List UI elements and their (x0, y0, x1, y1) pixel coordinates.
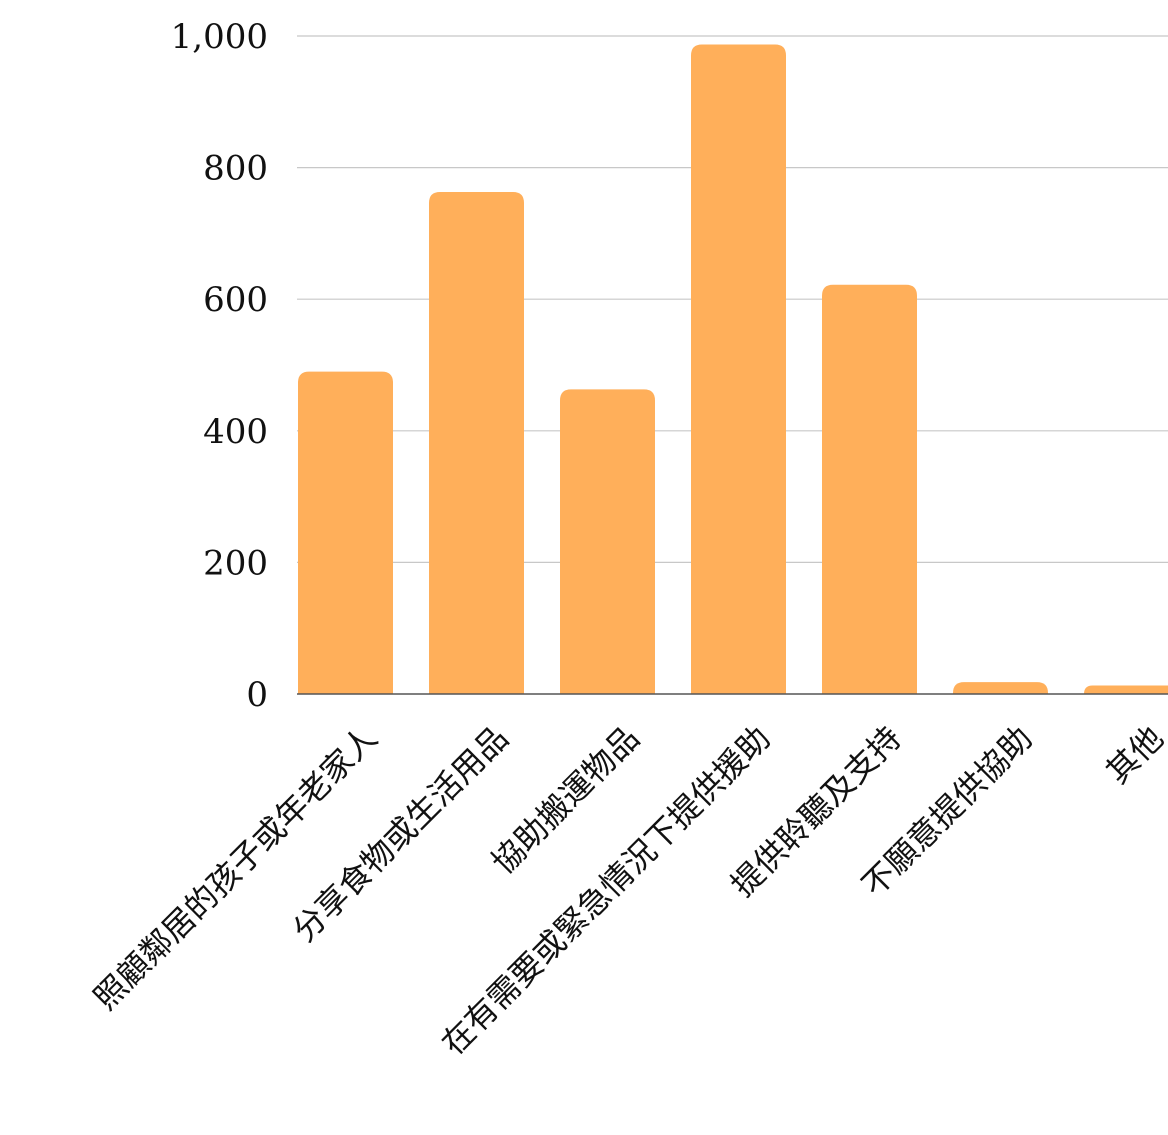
y-tick-label: 200 (203, 543, 268, 583)
bar (822, 284, 917, 694)
bar (560, 389, 655, 694)
y-tick-label: 800 (203, 149, 268, 189)
bar (429, 191, 524, 695)
x-tick-label: 其他 (1099, 719, 1168, 791)
bar (298, 371, 393, 694)
y-tick-label: 0 (246, 675, 268, 715)
y-tick-label: 600 (203, 280, 268, 320)
y-tick-label: 400 (203, 412, 268, 452)
y-tick-label: 1,000 (171, 17, 268, 57)
x-tick-label: 分享食物或生活用品 (285, 719, 516, 950)
bar (691, 44, 786, 694)
bar (953, 682, 1048, 694)
y-axis-tick-labels: 0 200 400 600 800 1,000 (171, 17, 268, 715)
bars (298, 44, 1168, 695)
bar (1084, 685, 1168, 694)
x-axis-tick-labels: 照顧鄰居的孩子或年老家人分享食物或生活用品協助搬運物品在有需要或緊急情況下提供援… (86, 719, 1168, 1063)
